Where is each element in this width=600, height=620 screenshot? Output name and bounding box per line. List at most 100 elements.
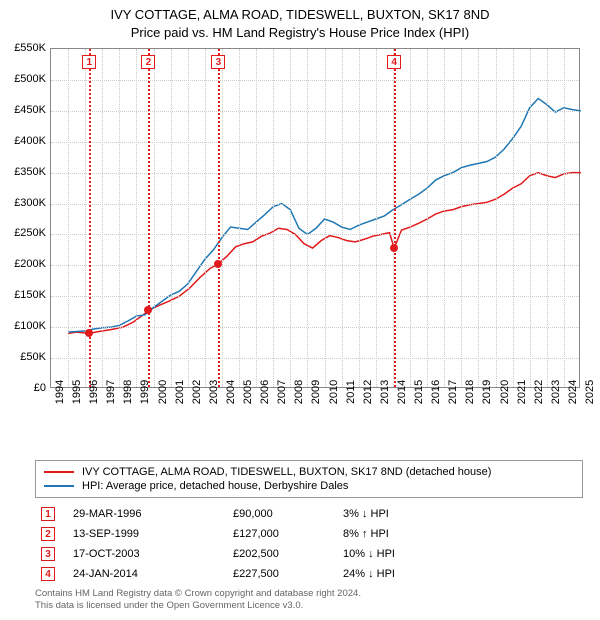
- x-tick-label: 1999: [139, 380, 151, 404]
- gridline-horizontal: [51, 204, 579, 205]
- sale-marker-dot: [214, 260, 222, 268]
- x-tick-label: 2025: [584, 380, 596, 404]
- x-tick-label: 2001: [174, 380, 186, 404]
- sales-row: 4 24-JAN-2014£227,50024% ↓ HPI: [35, 564, 583, 584]
- x-tick-label: 2011: [345, 380, 357, 404]
- gridline-vertical: [547, 49, 548, 387]
- sale-marker-line: [148, 49, 150, 387]
- x-tick-label: 2023: [550, 380, 562, 404]
- gridline-vertical: [410, 49, 411, 387]
- sale-marker-line: [218, 49, 220, 387]
- sales-row-price: £227,500: [233, 568, 343, 580]
- x-tick-label: 2013: [379, 380, 391, 404]
- x-tick-label: 2000: [157, 380, 169, 404]
- sales-row-price: £202,500: [233, 548, 343, 560]
- gridline-horizontal: [51, 296, 579, 297]
- gridline-vertical: [427, 49, 428, 387]
- x-tick-label: 2012: [362, 380, 374, 404]
- gridline-vertical: [564, 49, 565, 387]
- footer-line: Contains HM Land Registry data © Crown c…: [35, 588, 583, 600]
- gridline-vertical: [307, 49, 308, 387]
- gridline-vertical: [496, 49, 497, 387]
- sale-marker-box: 4: [387, 55, 401, 69]
- sales-row: 129-MAR-1996£90,0003% ↓ HPI: [35, 504, 583, 524]
- y-tick-label: £500K: [2, 73, 46, 85]
- chart-container: IVY COTTAGE, ALMA ROAD, TIDESWELL, BUXTO…: [0, 0, 600, 620]
- gridline-vertical: [188, 49, 189, 387]
- sale-marker-line: [394, 49, 396, 387]
- y-tick-label: £400K: [2, 135, 46, 147]
- title-block: IVY COTTAGE, ALMA ROAD, TIDESWELL, BUXTO…: [0, 0, 600, 41]
- legend-label: HPI: Average price, detached house, Derb…: [82, 480, 348, 492]
- gridline-horizontal: [51, 142, 579, 143]
- gridline-vertical: [171, 49, 172, 387]
- legend-item: IVY COTTAGE, ALMA ROAD, TIDESWELL, BUXTO…: [44, 465, 574, 479]
- gridline-horizontal: [51, 327, 579, 328]
- x-tick-label: 1996: [88, 380, 100, 404]
- x-tick-label: 2024: [567, 380, 579, 404]
- y-tick-label: £200K: [2, 258, 46, 270]
- x-tick-label: 1997: [105, 380, 117, 404]
- sales-row-price: £127,000: [233, 528, 343, 540]
- sales-row-price: £90,000: [233, 508, 343, 520]
- legend-swatch-property: [44, 471, 74, 473]
- sale-marker-box: 2: [141, 55, 155, 69]
- x-tick-label: 1994: [54, 380, 66, 404]
- gridline-vertical: [102, 49, 103, 387]
- x-tick-label: 2016: [430, 380, 442, 404]
- x-tick-label: 1998: [122, 380, 134, 404]
- gridline-horizontal: [51, 111, 579, 112]
- legend-swatch-hpi: [44, 485, 74, 487]
- legend-item: HPI: Average price, detached house, Derb…: [44, 479, 574, 493]
- x-tick-label: 2020: [499, 380, 511, 404]
- gridline-vertical: [68, 49, 69, 387]
- x-tick-label: 2009: [310, 380, 322, 404]
- sales-row-date: 29-MAR-1996: [73, 508, 233, 520]
- sale-marker-dot: [85, 329, 93, 337]
- footer: Contains HM Land Registry data © Crown c…: [35, 588, 583, 613]
- sales-row-date: 13-SEP-1999: [73, 528, 233, 540]
- sale-marker-box: 3: [211, 55, 225, 69]
- sales-row-date: 24-JAN-2014: [73, 568, 233, 580]
- gridline-vertical: [154, 49, 155, 387]
- x-tick-label: 2017: [447, 380, 459, 404]
- title-subtitle: Price paid vs. HM Land Registry's House …: [0, 24, 600, 42]
- x-tick-label: 2004: [225, 380, 237, 404]
- y-tick-label: £100K: [2, 320, 46, 332]
- y-tick-label: £550K: [2, 42, 46, 54]
- gridline-horizontal: [51, 80, 579, 81]
- sales-row-marker: 2: [41, 527, 55, 541]
- gridline-horizontal: [51, 358, 579, 359]
- gridline-vertical: [461, 49, 462, 387]
- gridline-vertical: [478, 49, 479, 387]
- gridline-horizontal: [51, 265, 579, 266]
- gridline-vertical: [359, 49, 360, 387]
- x-tick-label: 1995: [71, 380, 83, 404]
- x-tick-label: 2008: [293, 380, 305, 404]
- gridline-vertical: [530, 49, 531, 387]
- x-tick-label: 2003: [208, 380, 220, 404]
- x-tick-label: 2005: [242, 380, 254, 404]
- x-tick-label: 2006: [259, 380, 271, 404]
- y-tick-label: £300K: [2, 197, 46, 209]
- y-tick-label: £250K: [2, 227, 46, 239]
- gridline-vertical: [205, 49, 206, 387]
- gridline-vertical: [119, 49, 120, 387]
- gridline-vertical: [290, 49, 291, 387]
- x-tick-label: 2021: [516, 380, 528, 404]
- gridline-vertical: [239, 49, 240, 387]
- footer-line: This data is licensed under the Open Gov…: [35, 600, 583, 612]
- gridline-vertical: [376, 49, 377, 387]
- sales-row-diff: 24% ↓ HPI: [343, 568, 453, 580]
- plot-region: 1234: [50, 48, 580, 388]
- sales-row-marker: 4: [41, 567, 55, 581]
- gridline-horizontal: [51, 234, 579, 235]
- sale-marker-dot: [144, 306, 152, 314]
- legend-label: IVY COTTAGE, ALMA ROAD, TIDESWELL, BUXTO…: [82, 466, 491, 478]
- x-tick-label: 2015: [413, 380, 425, 404]
- x-tick-label: 2010: [328, 380, 340, 404]
- gridline-vertical: [342, 49, 343, 387]
- y-tick-label: £50K: [2, 351, 46, 363]
- gridline-vertical: [325, 49, 326, 387]
- x-tick-label: 2002: [191, 380, 203, 404]
